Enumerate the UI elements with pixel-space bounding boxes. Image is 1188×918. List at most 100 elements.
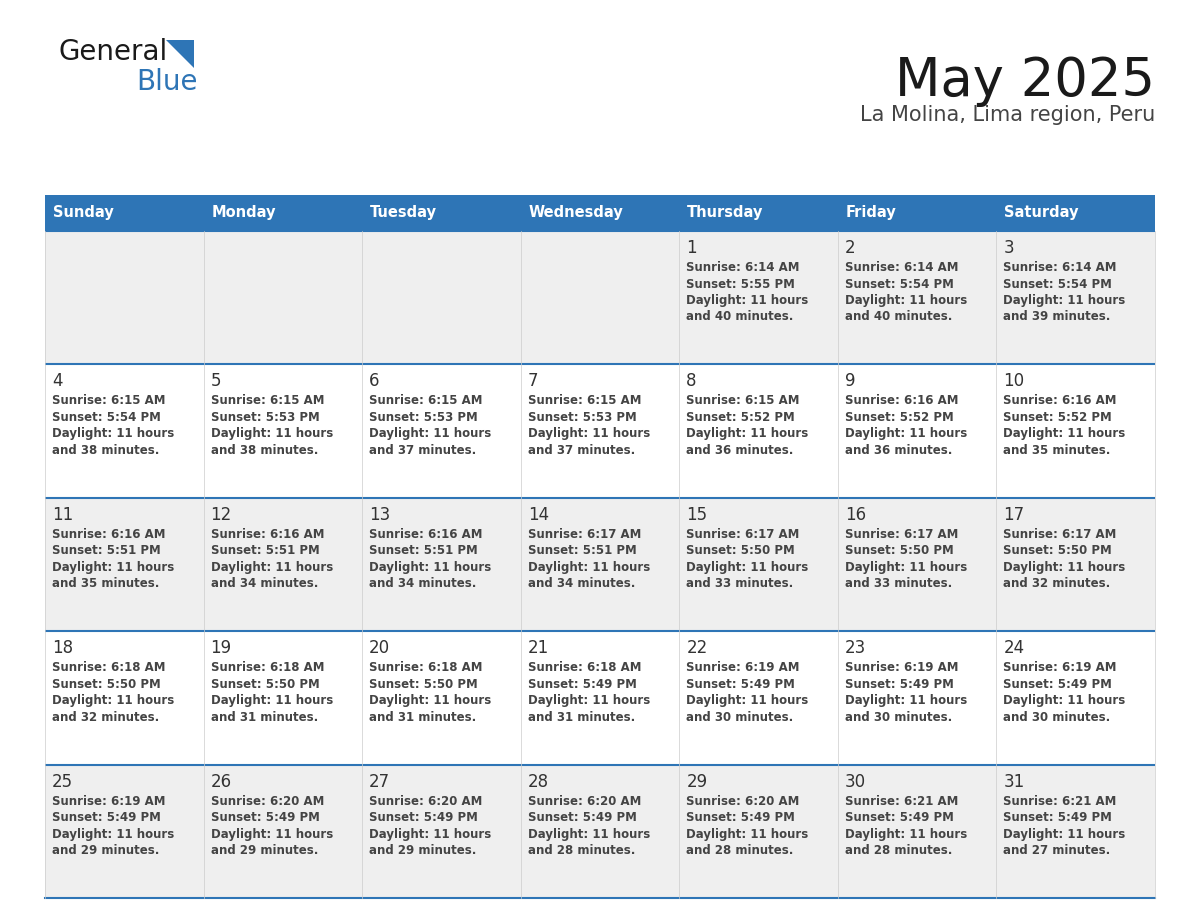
Text: Daylight: 11 hours: Daylight: 11 hours — [527, 694, 650, 707]
Text: and 32 minutes.: and 32 minutes. — [1004, 577, 1111, 590]
Text: Sunrise: 6:18 AM: Sunrise: 6:18 AM — [52, 661, 165, 674]
Text: Thursday: Thursday — [688, 206, 764, 220]
Text: Sunrise: 6:16 AM: Sunrise: 6:16 AM — [1004, 395, 1117, 408]
Text: Sunset: 5:49 PM: Sunset: 5:49 PM — [1004, 677, 1112, 690]
Text: 2: 2 — [845, 239, 855, 257]
Text: Sunrise: 6:15 AM: Sunrise: 6:15 AM — [52, 395, 165, 408]
Text: Sunrise: 6:14 AM: Sunrise: 6:14 AM — [845, 261, 959, 274]
Text: Sunset: 5:50 PM: Sunset: 5:50 PM — [52, 677, 160, 690]
Text: 23: 23 — [845, 639, 866, 657]
Text: Sunrise: 6:16 AM: Sunrise: 6:16 AM — [369, 528, 482, 541]
Text: and 30 minutes.: and 30 minutes. — [845, 711, 952, 723]
Text: Sunrise: 6:20 AM: Sunrise: 6:20 AM — [687, 795, 800, 808]
Text: Sunset: 5:51 PM: Sunset: 5:51 PM — [210, 544, 320, 557]
Text: Sunset: 5:53 PM: Sunset: 5:53 PM — [210, 411, 320, 424]
Text: 13: 13 — [369, 506, 391, 524]
Bar — [680, 765, 838, 898]
Text: and 31 minutes.: and 31 minutes. — [369, 711, 476, 723]
Text: Sunrise: 6:19 AM: Sunrise: 6:19 AM — [687, 661, 800, 674]
Text: Daylight: 11 hours: Daylight: 11 hours — [845, 828, 967, 841]
Text: and 33 minutes.: and 33 minutes. — [845, 577, 952, 590]
Text: 25: 25 — [52, 773, 74, 790]
Text: Sunset: 5:49 PM: Sunset: 5:49 PM — [1004, 812, 1112, 824]
Bar — [362, 498, 520, 632]
Text: 28: 28 — [527, 773, 549, 790]
Bar — [203, 765, 362, 898]
Text: 27: 27 — [369, 773, 391, 790]
Text: Daylight: 11 hours: Daylight: 11 hours — [845, 428, 967, 441]
Bar — [45, 498, 203, 632]
Bar — [203, 498, 362, 632]
Text: Daylight: 11 hours: Daylight: 11 hours — [845, 694, 967, 707]
Text: Sunrise: 6:14 AM: Sunrise: 6:14 AM — [687, 261, 800, 274]
Text: 21: 21 — [527, 639, 549, 657]
Bar — [680, 195, 838, 231]
Text: Sunset: 5:50 PM: Sunset: 5:50 PM — [1004, 544, 1112, 557]
Text: and 37 minutes.: and 37 minutes. — [369, 444, 476, 457]
Bar — [997, 195, 1155, 231]
Text: Daylight: 11 hours: Daylight: 11 hours — [527, 828, 650, 841]
Text: and 34 minutes.: and 34 minutes. — [527, 577, 636, 590]
Bar — [362, 195, 520, 231]
Bar — [203, 231, 362, 364]
Text: Daylight: 11 hours: Daylight: 11 hours — [1004, 694, 1126, 707]
Text: Friday: Friday — [846, 206, 897, 220]
Text: and 36 minutes.: and 36 minutes. — [845, 444, 953, 457]
Text: Sunset: 5:51 PM: Sunset: 5:51 PM — [527, 544, 637, 557]
Text: 24: 24 — [1004, 639, 1024, 657]
Bar — [45, 231, 203, 364]
Text: Daylight: 11 hours: Daylight: 11 hours — [210, 828, 333, 841]
Text: 29: 29 — [687, 773, 707, 790]
Bar — [520, 364, 680, 498]
Text: Sunset: 5:52 PM: Sunset: 5:52 PM — [1004, 411, 1112, 424]
Text: Sunrise: 6:18 AM: Sunrise: 6:18 AM — [210, 661, 324, 674]
Text: Sunrise: 6:16 AM: Sunrise: 6:16 AM — [210, 528, 324, 541]
Text: Sunset: 5:49 PM: Sunset: 5:49 PM — [52, 812, 160, 824]
Text: Sunrise: 6:16 AM: Sunrise: 6:16 AM — [845, 395, 959, 408]
Text: Blue: Blue — [135, 68, 197, 96]
Text: Sunset: 5:49 PM: Sunset: 5:49 PM — [845, 812, 954, 824]
Text: and 29 minutes.: and 29 minutes. — [369, 844, 476, 857]
Polygon shape — [166, 40, 194, 68]
Text: Daylight: 11 hours: Daylight: 11 hours — [369, 561, 492, 574]
Text: Daylight: 11 hours: Daylight: 11 hours — [1004, 294, 1126, 307]
Text: Sunrise: 6:19 AM: Sunrise: 6:19 AM — [845, 661, 959, 674]
Text: Sunset: 5:51 PM: Sunset: 5:51 PM — [52, 544, 160, 557]
Text: Daylight: 11 hours: Daylight: 11 hours — [527, 561, 650, 574]
Text: and 28 minutes.: and 28 minutes. — [527, 844, 636, 857]
Text: Daylight: 11 hours: Daylight: 11 hours — [369, 694, 492, 707]
Bar — [680, 364, 838, 498]
Bar — [203, 195, 362, 231]
Text: Sunset: 5:49 PM: Sunset: 5:49 PM — [369, 812, 478, 824]
Text: and 35 minutes.: and 35 minutes. — [52, 577, 159, 590]
Text: and 28 minutes.: and 28 minutes. — [845, 844, 953, 857]
Text: Sunrise: 6:17 AM: Sunrise: 6:17 AM — [1004, 528, 1117, 541]
Text: Daylight: 11 hours: Daylight: 11 hours — [369, 428, 492, 441]
Text: Daylight: 11 hours: Daylight: 11 hours — [52, 694, 175, 707]
Text: and 39 minutes.: and 39 minutes. — [1004, 310, 1111, 323]
Bar — [838, 765, 997, 898]
Text: 6: 6 — [369, 373, 380, 390]
Text: 1: 1 — [687, 239, 697, 257]
Text: Sunrise: 6:21 AM: Sunrise: 6:21 AM — [845, 795, 959, 808]
Text: Sunrise: 6:15 AM: Sunrise: 6:15 AM — [687, 395, 800, 408]
Text: 9: 9 — [845, 373, 855, 390]
Text: and 29 minutes.: and 29 minutes. — [52, 844, 159, 857]
Text: Daylight: 11 hours: Daylight: 11 hours — [210, 561, 333, 574]
Text: and 34 minutes.: and 34 minutes. — [369, 577, 476, 590]
Text: May 2025: May 2025 — [895, 55, 1155, 107]
Bar — [997, 765, 1155, 898]
Text: Daylight: 11 hours: Daylight: 11 hours — [687, 694, 809, 707]
Text: and 34 minutes.: and 34 minutes. — [210, 577, 318, 590]
Text: and 40 minutes.: and 40 minutes. — [687, 310, 794, 323]
Text: and 27 minutes.: and 27 minutes. — [1004, 844, 1111, 857]
Text: Daylight: 11 hours: Daylight: 11 hours — [687, 428, 809, 441]
Text: Sunrise: 6:17 AM: Sunrise: 6:17 AM — [527, 528, 642, 541]
Bar — [997, 632, 1155, 765]
Text: 4: 4 — [52, 373, 63, 390]
Text: 12: 12 — [210, 506, 232, 524]
Bar — [997, 231, 1155, 364]
Text: 7: 7 — [527, 373, 538, 390]
Text: Monday: Monday — [211, 206, 276, 220]
Bar — [997, 498, 1155, 632]
